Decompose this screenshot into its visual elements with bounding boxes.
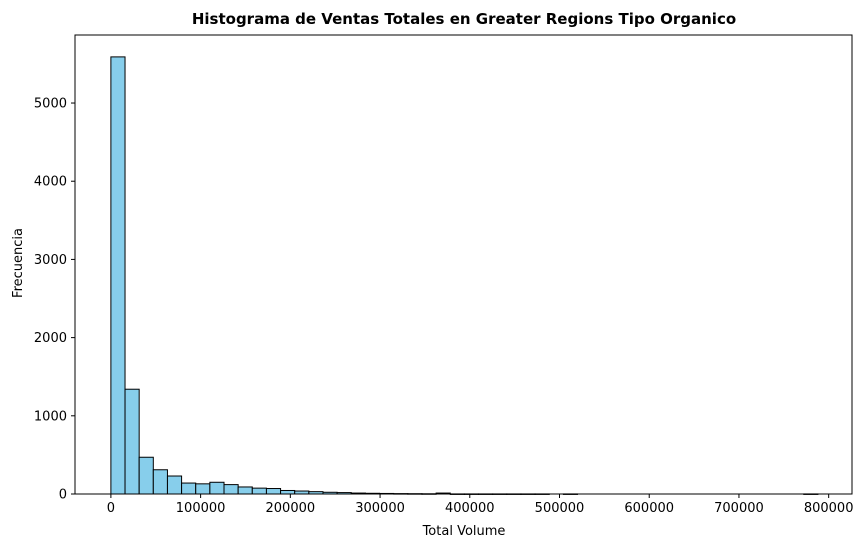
y-tick-label: 5000 — [34, 97, 67, 112]
y-tick-label: 3000 — [34, 253, 67, 268]
bars-group — [110, 56, 819, 495]
x-tick-label: 200000 — [266, 501, 316, 516]
x-tick-label: 700000 — [714, 501, 764, 516]
histogram-bar — [223, 484, 239, 495]
x-tick-label: 400000 — [445, 501, 495, 516]
histogram-bar — [166, 475, 183, 495]
x-tick-label: 500000 — [535, 501, 585, 516]
histogram-bar — [209, 481, 225, 495]
x-tick-label: 600000 — [624, 501, 674, 516]
x-tick-label: 800000 — [804, 501, 854, 516]
plot-frame — [74, 34, 853, 495]
histogram-bar — [152, 469, 168, 495]
histogram-bar — [181, 482, 197, 495]
x-tick-label: 100000 — [176, 501, 226, 516]
x-axis-ticks: 0 100000 200000 300000 400000 500000 600000 700… — [107, 494, 854, 516]
x-axis-label: Total Volume — [422, 524, 506, 539]
chart-title: Histograma de Ventas Totales en Greater … — [192, 10, 736, 28]
y-tick-label: 1000 — [34, 409, 67, 424]
histogram-bar — [124, 388, 140, 495]
histogram-bar — [251, 487, 267, 495]
histogram-bar — [237, 486, 253, 495]
y-axis-label: Frecuencia — [11, 228, 26, 298]
y-tick-label: 2000 — [34, 331, 67, 346]
x-tick-label: 300000 — [355, 501, 405, 516]
histogram-bar — [280, 489, 296, 495]
histogram-bar — [110, 56, 126, 495]
y-axis-ticks: 0 1000 2000 3000 4000 5000 — [34, 97, 75, 503]
y-tick-label: 0 — [59, 488, 67, 503]
histogram-bar — [195, 483, 211, 495]
y-tick-label: 4000 — [34, 175, 67, 190]
histogram-bar — [265, 488, 282, 495]
x-tick-label: 0 — [107, 501, 115, 516]
histogram-bar — [138, 456, 154, 495]
